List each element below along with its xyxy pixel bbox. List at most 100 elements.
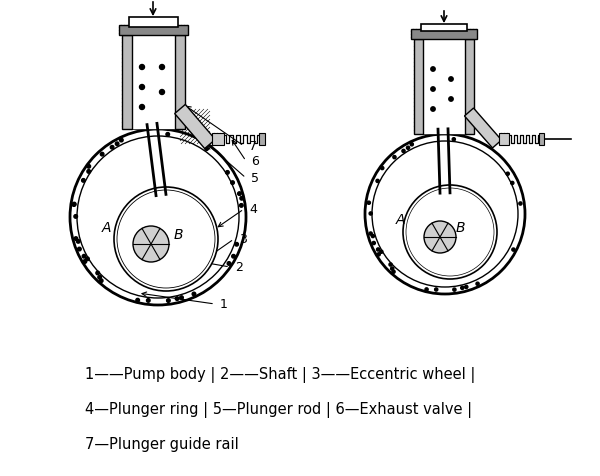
- Text: 4—Plunger ring | 5—Plunger rod | 6—Exhaust valve |: 4—Plunger ring | 5—Plunger rod | 6—Exhau…: [85, 401, 472, 417]
- Circle shape: [377, 248, 380, 251]
- Circle shape: [187, 241, 191, 246]
- Circle shape: [402, 150, 405, 153]
- Bar: [129, 18, 178, 28]
- Text: 7: 7: [249, 140, 257, 153]
- Circle shape: [174, 234, 179, 238]
- Bar: [423, 40, 465, 135]
- Circle shape: [177, 244, 181, 248]
- Circle shape: [484, 244, 488, 248]
- Circle shape: [178, 243, 182, 247]
- Circle shape: [119, 139, 123, 143]
- Circle shape: [457, 224, 461, 228]
- Text: 6: 6: [251, 155, 259, 168]
- Circle shape: [213, 242, 217, 247]
- Circle shape: [86, 258, 89, 261]
- Circle shape: [77, 248, 81, 251]
- Circle shape: [192, 293, 196, 296]
- Circle shape: [433, 216, 436, 219]
- Circle shape: [452, 229, 455, 234]
- Circle shape: [170, 252, 174, 256]
- Circle shape: [133, 227, 169, 262]
- Circle shape: [181, 257, 185, 262]
- Circle shape: [167, 299, 170, 303]
- Circle shape: [172, 236, 176, 241]
- Circle shape: [175, 229, 179, 234]
- Circle shape: [389, 263, 392, 267]
- Circle shape: [476, 283, 479, 286]
- Circle shape: [82, 179, 85, 183]
- Circle shape: [143, 246, 148, 250]
- Circle shape: [166, 133, 170, 137]
- Circle shape: [169, 249, 173, 254]
- Circle shape: [87, 170, 91, 174]
- Circle shape: [167, 221, 171, 225]
- Circle shape: [74, 215, 77, 219]
- Circle shape: [140, 85, 145, 90]
- Circle shape: [481, 224, 485, 228]
- Circle shape: [163, 242, 167, 247]
- Circle shape: [456, 235, 460, 239]
- Circle shape: [425, 288, 428, 291]
- Circle shape: [146, 265, 151, 269]
- Bar: [414, 40, 423, 135]
- Circle shape: [146, 299, 150, 303]
- Circle shape: [173, 239, 177, 244]
- Circle shape: [208, 224, 212, 228]
- Circle shape: [74, 237, 78, 241]
- Circle shape: [76, 240, 80, 244]
- Circle shape: [448, 227, 452, 231]
- Bar: [465, 40, 474, 135]
- Circle shape: [451, 209, 455, 213]
- Circle shape: [403, 186, 497, 279]
- Circle shape: [506, 173, 509, 176]
- Circle shape: [369, 212, 373, 216]
- Circle shape: [140, 65, 145, 70]
- Circle shape: [87, 165, 91, 169]
- Circle shape: [151, 220, 155, 225]
- Circle shape: [210, 245, 214, 249]
- Text: 5: 5: [251, 172, 259, 185]
- Circle shape: [180, 296, 184, 300]
- Text: 1: 1: [220, 298, 228, 311]
- Circle shape: [488, 235, 491, 239]
- Circle shape: [380, 250, 383, 254]
- Circle shape: [449, 98, 453, 102]
- Circle shape: [82, 255, 86, 258]
- Circle shape: [160, 90, 164, 95]
- Circle shape: [83, 260, 86, 264]
- Circle shape: [181, 241, 185, 246]
- Circle shape: [171, 241, 175, 245]
- Text: A: A: [101, 220, 111, 235]
- Circle shape: [434, 288, 438, 291]
- Circle shape: [207, 250, 211, 254]
- Circle shape: [431, 108, 435, 112]
- Circle shape: [110, 146, 114, 150]
- Circle shape: [393, 156, 396, 159]
- Circle shape: [194, 263, 199, 267]
- Circle shape: [73, 203, 76, 207]
- Circle shape: [449, 227, 453, 231]
- Circle shape: [429, 255, 433, 259]
- Circle shape: [178, 230, 182, 234]
- Circle shape: [172, 264, 177, 268]
- Circle shape: [207, 238, 211, 243]
- Circle shape: [519, 202, 522, 206]
- Circle shape: [431, 88, 435, 92]
- Circle shape: [482, 242, 486, 246]
- Circle shape: [446, 216, 451, 220]
- Polygon shape: [464, 109, 502, 149]
- Circle shape: [170, 259, 174, 263]
- Circle shape: [239, 204, 243, 208]
- Circle shape: [461, 287, 464, 290]
- Text: 4: 4: [249, 203, 257, 216]
- Circle shape: [72, 203, 76, 207]
- Text: 1——Pump body | 2——Shaft | 3——Eccentric wheel |: 1——Pump body | 2——Shaft | 3——Eccentric w…: [85, 366, 475, 382]
- Circle shape: [169, 233, 173, 238]
- Circle shape: [166, 208, 170, 213]
- Circle shape: [167, 235, 171, 239]
- Circle shape: [238, 192, 241, 196]
- Text: 3: 3: [239, 233, 247, 246]
- Circle shape: [452, 234, 456, 238]
- Circle shape: [371, 235, 374, 238]
- Circle shape: [449, 78, 453, 82]
